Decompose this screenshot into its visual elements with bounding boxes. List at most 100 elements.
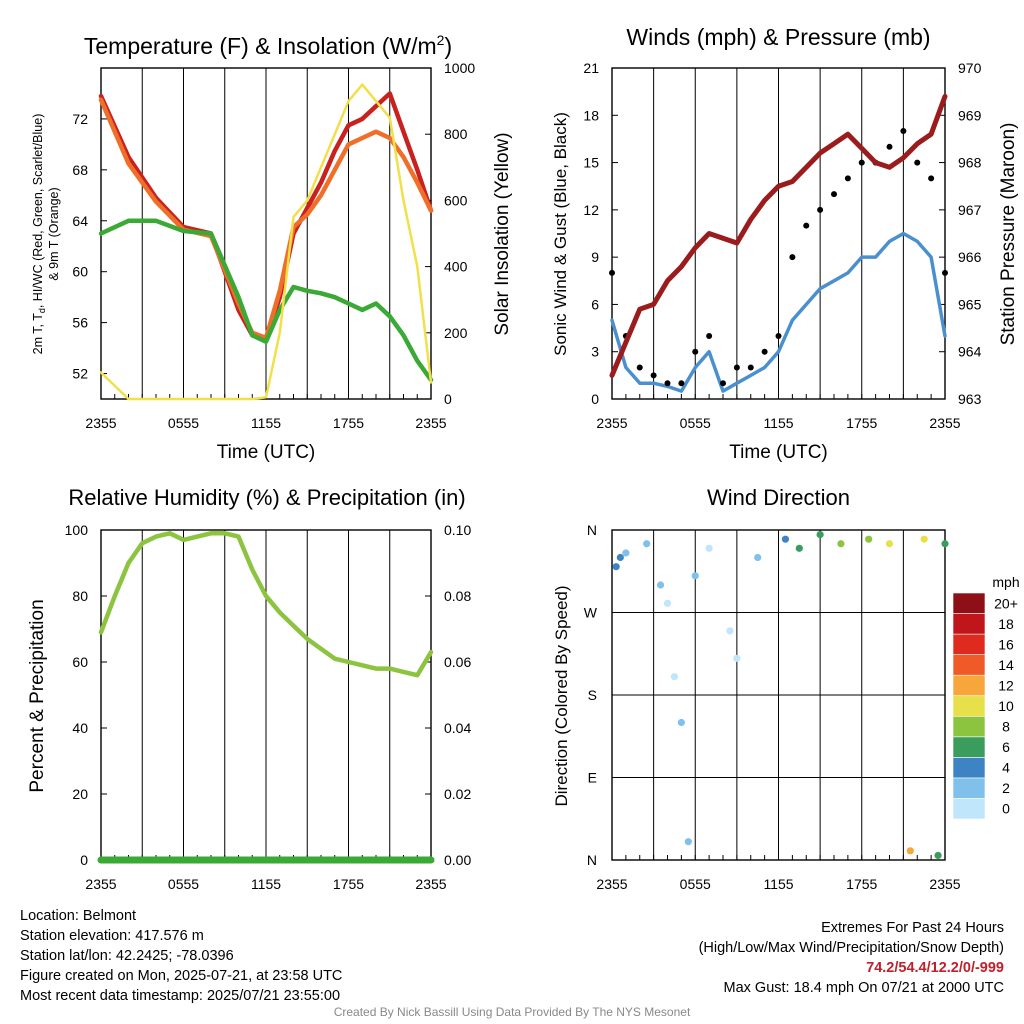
x-tick-label: 0555 <box>680 876 711 892</box>
y-label-part: , HI/WC (Red, Green, Scarlet/Blue) <box>31 114 45 309</box>
gust-point <box>817 206 824 213</box>
plot-frame <box>611 67 946 400</box>
station-latlon: Station lat/lon: 42.2425; -78.0396 <box>20 948 234 964</box>
title-end: ) <box>444 33 452 59</box>
gust-point <box>844 175 851 182</box>
direction-point <box>837 540 845 548</box>
direction-point <box>781 535 790 543</box>
x-tick-label: 2355 <box>85 415 116 431</box>
pressure-y-tick-label: 963 <box>958 391 982 407</box>
station-location: Location: Belmont <box>20 908 137 924</box>
wind-y-tick-label: 18 <box>583 107 599 123</box>
y-axis-label-right: Station Pressure (Maroon) <box>998 123 1019 346</box>
x-tick-label: 2355 <box>929 415 960 431</box>
recent-timestamp: Most recent data timestamp: 2025/07/21 2… <box>20 988 341 1004</box>
x-tick-label: 1755 <box>846 415 877 431</box>
direction-point <box>865 535 873 543</box>
credit-line: Created By Nick Bassill Using Data Provi… <box>333 1005 691 1019</box>
colorbar-swatch <box>952 736 986 758</box>
colorbar-swatch <box>952 613 986 635</box>
gust-point <box>831 191 837 198</box>
gust-point <box>706 332 713 339</box>
station-elevation: Station elevation: 417.576 m <box>20 928 204 944</box>
direction-point <box>920 535 928 543</box>
colorbar-label: 20+ <box>994 595 1018 611</box>
direction-point <box>684 838 692 846</box>
direction-point <box>726 627 734 635</box>
x-tick-label: 0555 <box>168 876 199 892</box>
colorbar-label: 6 <box>1002 739 1010 755</box>
direction-point <box>754 553 762 562</box>
direction-point <box>691 572 699 580</box>
gust-point <box>886 143 893 150</box>
y-tick-label: N <box>587 852 597 868</box>
y-axis-label: Sonic Wind & Gust (Blue, Black) <box>551 112 570 356</box>
pressure-y-tick-label: 964 <box>958 344 982 360</box>
gust-point <box>733 364 740 371</box>
x-axis-label: Time (UTC) <box>217 442 316 463</box>
direction-point <box>670 673 679 681</box>
pressure-y-tick-label: 970 <box>958 60 982 76</box>
gust-point <box>928 175 935 182</box>
humidity-y-tick-label: 60 <box>72 654 88 670</box>
pressure-y-tick-label: 969 <box>958 107 982 123</box>
humidity-y-tick-label: 0 <box>80 852 88 868</box>
dewpoint-line <box>98 218 434 383</box>
y-axis-label-right: Solar Insolation (Yellow) <box>492 132 513 335</box>
pressure-y-tick-label: 967 <box>958 202 982 218</box>
direction-point <box>941 540 949 548</box>
x-tick-label: 0555 <box>680 415 711 431</box>
y-tick-label: W <box>584 605 598 621</box>
max-gust: Max Gust: 18.4 mph On 07/21 at 2000 UTC <box>723 980 1004 996</box>
gust-point <box>803 222 810 229</box>
x-tick-label: 1155 <box>251 876 281 892</box>
direction-point <box>616 553 624 562</box>
y-tick-label: N <box>587 522 597 538</box>
x-tick-label: 2355 <box>415 876 446 892</box>
insolation-y-tick-label: 1000 <box>444 60 475 76</box>
precip-y-tick-label: 0.00 <box>444 852 471 868</box>
gust-point <box>720 380 726 387</box>
wind-y-tick-label: 3 <box>591 344 599 360</box>
temp-y-tick-label: 52 <box>72 366 88 382</box>
colorbar-label: 16 <box>998 636 1014 652</box>
x-tick-label: 2355 <box>596 415 627 431</box>
winds-pressure-panel: 2355 0555 1155 1755 2355 0 3 6 9 12 15 18 21 963 964 96… <box>551 24 1019 463</box>
gust-point <box>692 348 699 355</box>
direction-point <box>816 530 824 539</box>
precip-y-tick-label: 0.02 <box>444 786 471 802</box>
extremes-info: Extremes For Past 24 Hours (High/Low/Max… <box>699 918 1004 998</box>
sonic-wind-line <box>610 231 947 393</box>
direction-point <box>677 718 685 727</box>
gust-point <box>775 332 782 339</box>
direction-point <box>663 599 672 607</box>
y-label-sub: d <box>37 308 47 313</box>
gust-point <box>747 364 754 371</box>
y-axis-label: Direction (Colored By Speed) <box>552 585 571 806</box>
temp-y-tick-label: 72 <box>72 111 88 127</box>
y-axis-label-line2: & 9m T (Orange) <box>47 187 61 280</box>
colorbar-title: mph <box>992 574 1019 590</box>
humidity-precipitation-panel: 2355 0555 1155 1755 2355 0 20 40 60 80 100 0.00 0.02… <box>27 485 471 892</box>
direction-point <box>622 549 630 557</box>
temp-y-tick-label: 56 <box>72 315 88 331</box>
colorbar-swatch <box>952 757 986 779</box>
gust-point <box>900 128 907 135</box>
colorbar-label: 10 <box>998 698 1014 714</box>
wind-y-tick-label: 21 <box>583 60 599 76</box>
colorbar-swatch <box>952 674 986 697</box>
gust-point <box>789 254 796 261</box>
gust-point <box>636 364 643 371</box>
direction-point <box>656 581 665 589</box>
chart-title: Relative Humidity (%) & Precipitation (i… <box>68 485 465 510</box>
precip-y-tick-label: 0.04 <box>444 720 471 736</box>
direction-point <box>612 563 620 571</box>
precip-y-tick-label: 0.10 <box>444 522 471 538</box>
colorbar-label: 8 <box>1002 719 1010 735</box>
temp-y-tick-label: 60 <box>72 264 88 280</box>
y-label-part: 2m T, T <box>31 313 45 355</box>
colorbar-label: 2 <box>1002 780 1010 796</box>
y-tick-label: S <box>588 687 597 703</box>
temperature-insolation-panel: 2355 0555 1155 1755 2355 52 56 60 64 68 72 0 200 400 6… <box>31 32 513 463</box>
